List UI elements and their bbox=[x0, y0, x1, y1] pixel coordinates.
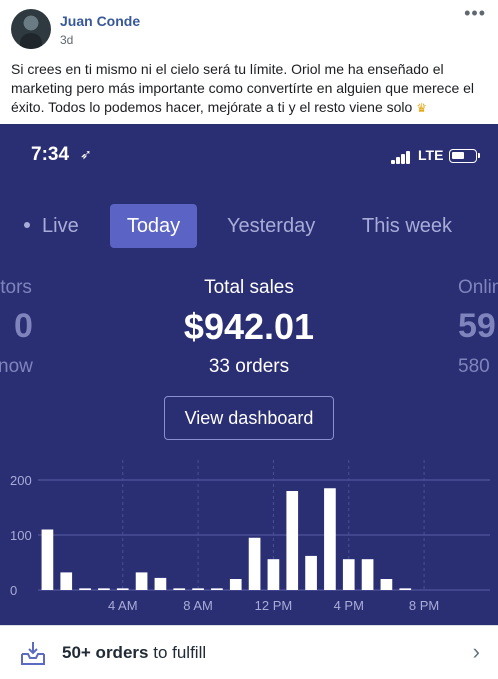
crown-icon: ♛ bbox=[416, 101, 427, 115]
online-sub: 580 bbox=[458, 356, 490, 377]
network-type: LTE bbox=[418, 147, 444, 163]
x-tick-label: 4 AM bbox=[108, 598, 138, 613]
total-sales-value: $942.01 bbox=[183, 306, 315, 347]
post-body: Si crees en ti mismo ni el cielo será tu… bbox=[11, 61, 475, 115]
visitors-value: 0 bbox=[14, 307, 33, 345]
chart-bar bbox=[267, 559, 280, 590]
chart-bar bbox=[60, 572, 73, 590]
chart-bar bbox=[229, 579, 242, 590]
visitors-sub: now bbox=[0, 356, 33, 377]
post-header: Juan Conde 3d ••• bbox=[0, 0, 498, 54]
chart-bar bbox=[342, 559, 355, 590]
tab-live-label: Live bbox=[42, 215, 79, 237]
chart-bar bbox=[305, 555, 317, 590]
sales-chart: 200 100 0 4 AM 8 AM 12 PM 4 PM 8 PM bbox=[10, 460, 490, 613]
tab-this-week[interactable]: This week bbox=[362, 215, 453, 237]
chart-bar bbox=[79, 588, 91, 590]
chart-bar bbox=[399, 588, 412, 590]
post-text: Si crees en ti mismo ni el cielo será tu… bbox=[11, 60, 491, 118]
attached-screenshot[interactable]: 7:34 ➶ LTE Live Today Yesterday This wee… bbox=[0, 124, 498, 679]
online-label: Onlin bbox=[458, 277, 498, 298]
chevron-right-icon[interactable]: › bbox=[472, 639, 480, 664]
x-tick-label: 8 PM bbox=[409, 598, 439, 613]
y-tick-label: 0 bbox=[10, 583, 17, 598]
total-sales-label: Total sales bbox=[204, 277, 294, 298]
chart-bar bbox=[154, 577, 167, 590]
chart-bar bbox=[173, 588, 186, 590]
view-dashboard-button[interactable]: View dashboard bbox=[164, 396, 334, 440]
chart-bar bbox=[324, 488, 336, 590]
battery-icon bbox=[449, 149, 480, 163]
post-timestamp[interactable]: 3d bbox=[60, 33, 74, 47]
chart-bar bbox=[361, 559, 374, 590]
x-tick-label: 12 PM bbox=[255, 598, 293, 613]
fulfill-bar[interactable]: 50+ orders to fulfill › bbox=[0, 625, 498, 679]
fulfill-suffix: to fulfill bbox=[153, 643, 207, 662]
live-dot-icon bbox=[24, 221, 30, 228]
chart-bar bbox=[41, 529, 54, 590]
fulfill-count: 50+ orders bbox=[62, 643, 149, 662]
y-tick-label: 100 bbox=[10, 528, 32, 543]
fulfill-text: 50+ orders to fulfill bbox=[62, 643, 206, 663]
online-value: 59 bbox=[458, 307, 496, 345]
location-arrow-icon: ➶ bbox=[80, 146, 92, 162]
author-name[interactable]: Juan Conde bbox=[60, 13, 141, 29]
chart-bar bbox=[192, 588, 204, 590]
total-orders: 33 orders bbox=[208, 356, 290, 377]
inbox-download-icon bbox=[21, 642, 45, 665]
avatar[interactable] bbox=[11, 9, 51, 49]
tab-yesterday[interactable]: Yesterday bbox=[227, 215, 316, 237]
tab-today[interactable]: Today bbox=[110, 204, 197, 248]
status-time: 7:34 bbox=[31, 144, 70, 165]
x-tick-label: 4 PM bbox=[334, 598, 364, 613]
visitors-label: itors bbox=[0, 277, 32, 298]
more-options-icon[interactable]: ••• bbox=[464, 3, 486, 23]
x-tick-label: 8 AM bbox=[183, 598, 213, 613]
y-tick-label: 200 bbox=[10, 473, 32, 488]
chart-bar bbox=[135, 572, 148, 590]
signal-icon bbox=[391, 150, 413, 164]
chart-bar bbox=[98, 588, 110, 590]
chart-bar bbox=[116, 588, 129, 590]
chart-bar bbox=[380, 579, 393, 590]
tab-live[interactable]: Live bbox=[24, 204, 79, 248]
chart-bar bbox=[211, 588, 223, 590]
chart-bar bbox=[286, 491, 299, 590]
chart-bar bbox=[248, 537, 261, 590]
